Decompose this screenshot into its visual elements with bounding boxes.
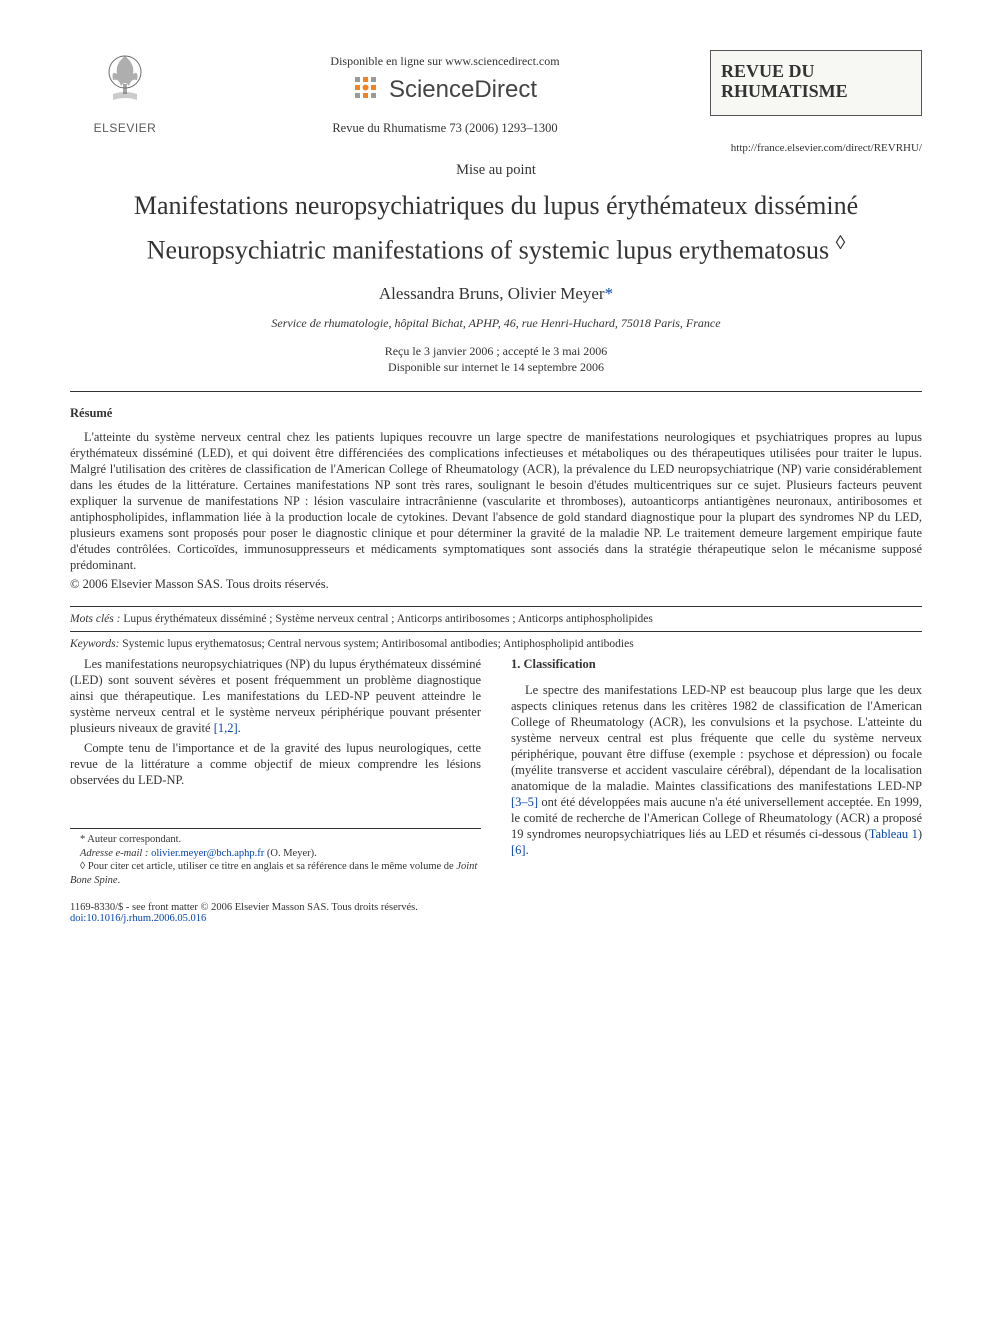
class-p1a: Le spectre des manifestations LED-NP est…: [511, 683, 922, 793]
ref-link-1-2[interactable]: [1,2]: [214, 721, 238, 735]
elsevier-logo-block: ELSEVIER: [70, 50, 180, 135]
footnote-citation: ◊ Pour citer cet article, utiliser ce ti…: [70, 860, 481, 887]
issn-line: 1169-8330/$ - see front matter © 2006 El…: [70, 902, 922, 913]
keywords-en-row: Keywords: Systemic lupus erythematosus; …: [70, 631, 922, 656]
footnotes-block: * Auteur correspondant. Adresse e-mail :…: [70, 828, 481, 888]
footnote-email: Adresse e-mail : olivier.meyer@bch.aphp.…: [70, 847, 481, 861]
ref-link-3-5[interactable]: [3–5]: [511, 795, 538, 809]
cite-end: .: [118, 875, 121, 886]
email-person: (O. Meyer).: [267, 848, 317, 859]
intro-p1-end: .: [238, 721, 241, 735]
elsevier-tree-icon: [93, 50, 157, 114]
keywords-fr-row: Mots clés : Lupus érythémateux disséminé…: [70, 606, 922, 631]
doi-link[interactable]: doi:10.1016/j.rhum.2006.05.016: [70, 913, 922, 924]
header-center: Disponible en ligne sur www.sciencedirec…: [180, 50, 710, 136]
sciencedirect-icon: [353, 75, 383, 105]
body-columns: Les manifestations neuropsychiatriques (…: [70, 656, 922, 888]
dates-received-accepted: Reçu le 3 janvier 2006 ; accepté le 3 ma…: [70, 343, 922, 359]
intro-para-1: Les manifestations neuropsychiatriques (…: [70, 656, 481, 736]
table-1-link[interactable]: Tableau 1: [869, 827, 918, 841]
email-label: Adresse e-mail :: [80, 848, 148, 859]
rule-top: [70, 391, 922, 392]
keywords-fr-text: Lupus érythémateux disséminé ; Système n…: [123, 613, 653, 625]
journal-title-line2: RHUMATISME: [721, 81, 911, 101]
abstract-heading: Résumé: [70, 406, 922, 421]
title-english-text: Neuropsychiatric manifestations of syste…: [147, 236, 829, 265]
journal-block-wrapper: REVUE DU RHUMATISME: [710, 50, 922, 116]
keywords-fr-label: Mots clés :: [70, 613, 120, 625]
ref-link-6[interactable]: [6]: [511, 843, 526, 857]
sciencedirect-label: ScienceDirect: [389, 76, 537, 104]
intro-p1-text: Les manifestations neuropsychiatriques (…: [70, 657, 481, 735]
elsevier-label: ELSEVIER: [70, 121, 180, 135]
authors: Alessandra Bruns, Olivier Meyer*: [70, 284, 922, 304]
article-type: Mise au point: [70, 162, 922, 179]
dates-online: Disponible sur internet le 14 septembre …: [70, 359, 922, 375]
journal-box: REVUE DU RHUMATISME: [710, 50, 922, 116]
abstract-copyright: © 2006 Elsevier Masson SAS. Tous droits …: [70, 577, 922, 592]
corresponding-marker[interactable]: *: [605, 284, 614, 303]
affiliation: Service de rhumatologie, hôpital Bichat,…: [70, 316, 922, 331]
online-availability: Disponible en ligne sur www.sciencedirec…: [180, 54, 710, 69]
cite-note-text: ◊ Pour citer cet article, utiliser ce ti…: [80, 861, 456, 872]
abstract-body: L'atteinte du système nerveux central ch…: [70, 429, 922, 573]
title-footnote-marker: ◊: [836, 233, 846, 254]
footnote-corresponding: * Auteur correspondant.: [70, 833, 481, 847]
header-row: ELSEVIER Disponible en ligne sur www.sci…: [70, 50, 922, 136]
class-p1d: .: [526, 843, 529, 857]
title-english: Neuropsychiatric manifestations of syste…: [70, 233, 922, 266]
keywords-en-label: Keywords:: [70, 638, 119, 650]
article-dates: Reçu le 3 janvier 2006 ; accepté le 3 ma…: [70, 343, 922, 375]
classification-para: Le spectre des manifestations LED-NP est…: [511, 682, 922, 858]
journal-title-line1: REVUE DU: [721, 61, 911, 81]
right-column: 1. Classification Le spectre des manifes…: [511, 656, 922, 888]
email-link[interactable]: olivier.meyer@bch.aphp.fr: [151, 848, 264, 859]
citation-line: Revue du Rhumatisme 73 (2006) 1293–1300: [180, 121, 710, 136]
class-p1b: ont été développées mais aucune n'a été …: [511, 795, 922, 841]
class-p1c: ): [918, 827, 922, 841]
left-column: Les manifestations neuropsychiatriques (…: [70, 656, 481, 888]
authors-names: Alessandra Bruns, Olivier Meyer: [379, 284, 605, 303]
section-1-heading: 1. Classification: [511, 656, 922, 672]
journal-url[interactable]: http://france.elsevier.com/direct/REVRHU…: [70, 142, 922, 154]
sciencedirect-logo: ScienceDirect: [180, 75, 710, 105]
intro-para-2: Compte tenu de l'importance et de la gra…: [70, 740, 481, 788]
keywords-en-text: Systemic lupus erythematosus; Central ne…: [122, 638, 633, 650]
title-french: Manifestations neuropsychiatriques du lu…: [70, 191, 922, 221]
